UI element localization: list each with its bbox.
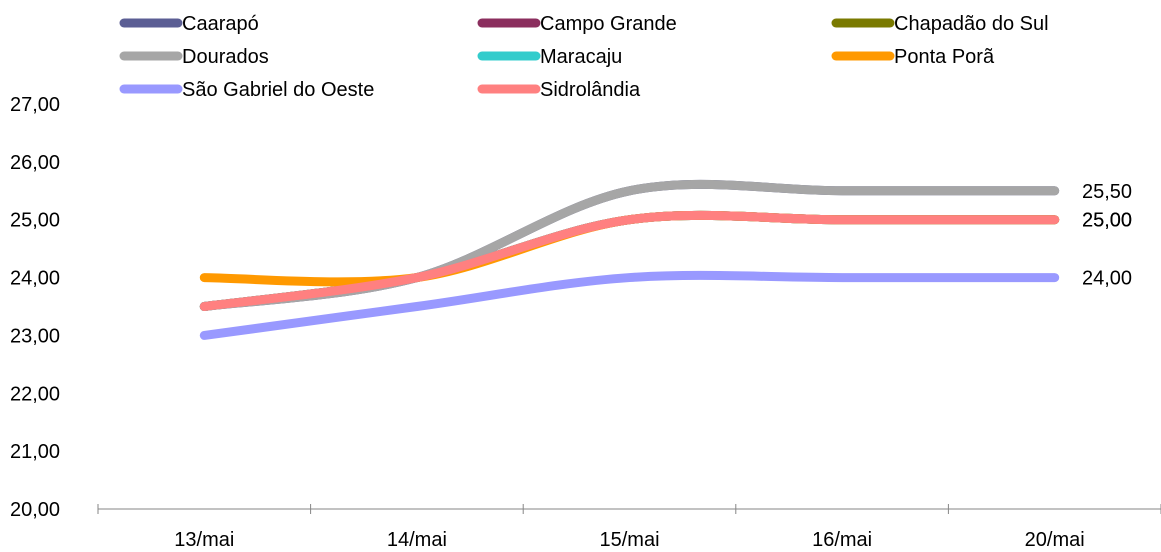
legend-label-campo-grande: Campo Grande <box>540 13 677 35</box>
data-label: 25,00 <box>1082 210 1132 232</box>
series-line-sidrolandia <box>199 210 1060 311</box>
chart-series <box>199 179 1060 340</box>
x-tick-label: 16/mai <box>812 529 872 551</box>
legend-label-ponta-pora: Ponta Porã <box>894 46 995 68</box>
x-tick-label: 20/mai <box>1025 529 1085 551</box>
x-tick-label: 15/mai <box>599 529 659 551</box>
y-tick-label: 22,00 <box>10 383 60 405</box>
y-tick-label: 26,00 <box>10 152 60 174</box>
legend-label-dourados: Dourados <box>182 46 269 68</box>
data-label: 25,50 <box>1082 181 1132 203</box>
series-line-ponta-pora <box>199 210 1060 287</box>
y-tick-label: 24,00 <box>10 268 60 290</box>
legend-label-sao-gabriel-do-oeste: São Gabriel do Oeste <box>182 79 374 101</box>
y-tick-label: 27,00 <box>10 94 60 116</box>
y-tick-label: 20,00 <box>10 499 60 521</box>
y-tick-label: 21,00 <box>10 441 60 463</box>
chart-legend: Caarapó Campo Grande Chapadão do Sul Dourad… <box>119 13 1049 101</box>
legend-label-sidrolandia: Sidrolândia <box>540 79 641 101</box>
data-label: 25,00 <box>1082 210 1132 232</box>
y-tick-label: 25,00 <box>10 210 60 232</box>
legend-label-caarapo: Caarapó <box>182 13 259 35</box>
x-tick-label: 13/mai <box>174 529 234 551</box>
legend-label-maracaju: Maracaju <box>540 46 622 68</box>
y-axis: 20,00 21,00 22,00 23,00 24,00 25,00 26,00 27,00 <box>10 94 60 521</box>
data-label: 24,00 <box>1082 268 1132 290</box>
x-tick-label: 14/mai <box>387 529 447 551</box>
y-tick-label: 23,00 <box>10 325 60 347</box>
x-axis: 13/mai 14/mai 15/mai 16/mai 20/mai <box>97 504 1161 551</box>
legend-label-chapadao-do-sul: Chapadão do Sul <box>894 13 1049 35</box>
series-line-sao-gabriel-do-oeste <box>199 270 1060 340</box>
